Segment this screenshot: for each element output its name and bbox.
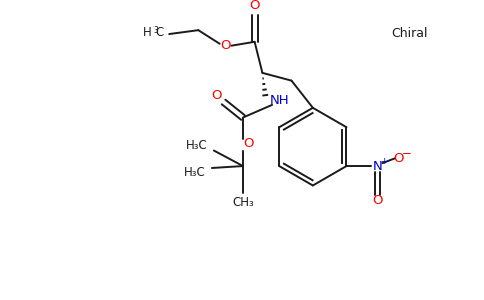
Text: C: C <box>155 26 164 39</box>
Text: H₃C: H₃C <box>183 166 205 179</box>
Text: Chiral: Chiral <box>392 27 428 40</box>
Text: H₃C: H₃C <box>185 139 207 152</box>
Text: −: − <box>402 147 411 160</box>
Text: O: O <box>372 194 383 206</box>
Text: O: O <box>243 137 254 150</box>
Text: O: O <box>220 39 231 52</box>
Text: CH₃: CH₃ <box>232 196 254 209</box>
Text: O: O <box>212 89 222 102</box>
Text: NH: NH <box>270 94 289 106</box>
Text: +: + <box>379 157 387 166</box>
Text: O: O <box>249 0 260 12</box>
Text: O: O <box>393 152 404 165</box>
Text: 3: 3 <box>153 26 159 35</box>
Text: H: H <box>143 26 151 39</box>
Text: N: N <box>373 160 382 172</box>
